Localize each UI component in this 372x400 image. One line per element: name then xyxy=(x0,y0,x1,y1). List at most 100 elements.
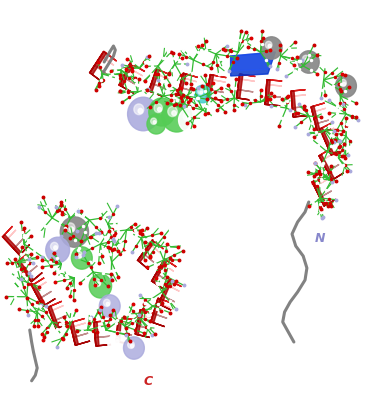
Polygon shape xyxy=(119,77,138,93)
Polygon shape xyxy=(70,322,78,345)
Polygon shape xyxy=(32,284,45,306)
Circle shape xyxy=(128,341,134,348)
Circle shape xyxy=(305,58,308,62)
Polygon shape xyxy=(206,74,226,100)
Polygon shape xyxy=(312,175,336,206)
Polygon shape xyxy=(116,318,121,342)
Polygon shape xyxy=(152,259,176,289)
Polygon shape xyxy=(311,103,326,112)
Circle shape xyxy=(336,75,356,97)
Circle shape xyxy=(198,115,205,122)
Polygon shape xyxy=(149,69,170,96)
Circle shape xyxy=(179,108,201,132)
Polygon shape xyxy=(119,63,133,87)
Circle shape xyxy=(195,85,211,103)
Polygon shape xyxy=(32,278,46,290)
Circle shape xyxy=(78,254,81,258)
Polygon shape xyxy=(101,51,116,65)
Circle shape xyxy=(194,111,215,133)
Circle shape xyxy=(66,223,75,233)
Polygon shape xyxy=(237,74,243,98)
Polygon shape xyxy=(94,322,99,346)
Polygon shape xyxy=(267,80,282,86)
Polygon shape xyxy=(3,226,29,255)
Text: C: C xyxy=(143,375,153,388)
Polygon shape xyxy=(149,83,166,96)
Circle shape xyxy=(138,108,143,114)
Circle shape xyxy=(162,100,192,132)
Polygon shape xyxy=(209,74,226,82)
Circle shape xyxy=(168,106,177,117)
Polygon shape xyxy=(178,87,194,99)
Polygon shape xyxy=(152,259,167,283)
Polygon shape xyxy=(320,123,343,155)
Polygon shape xyxy=(158,296,175,310)
Circle shape xyxy=(115,340,119,344)
Polygon shape xyxy=(151,298,161,323)
Polygon shape xyxy=(53,315,70,329)
Circle shape xyxy=(265,41,272,48)
Polygon shape xyxy=(319,154,334,180)
Polygon shape xyxy=(158,280,182,310)
Polygon shape xyxy=(178,73,198,99)
Polygon shape xyxy=(94,321,109,327)
Polygon shape xyxy=(135,310,143,335)
Circle shape xyxy=(340,79,346,86)
Circle shape xyxy=(60,217,89,247)
Polygon shape xyxy=(70,318,90,345)
Circle shape xyxy=(99,295,120,317)
Circle shape xyxy=(106,302,109,306)
Circle shape xyxy=(71,247,92,269)
Polygon shape xyxy=(70,318,86,327)
Polygon shape xyxy=(17,260,33,282)
Polygon shape xyxy=(48,306,59,329)
Circle shape xyxy=(172,111,176,116)
Circle shape xyxy=(128,97,159,131)
Polygon shape xyxy=(17,253,31,266)
Circle shape xyxy=(157,107,161,112)
Polygon shape xyxy=(327,140,343,155)
Circle shape xyxy=(151,118,157,124)
Circle shape xyxy=(108,332,130,356)
Circle shape xyxy=(76,251,82,258)
Polygon shape xyxy=(149,69,159,92)
Circle shape xyxy=(51,242,58,250)
Polygon shape xyxy=(3,234,22,255)
Polygon shape xyxy=(291,91,296,117)
Polygon shape xyxy=(311,103,331,133)
Polygon shape xyxy=(17,253,42,282)
Circle shape xyxy=(154,104,162,112)
Polygon shape xyxy=(118,318,133,324)
Polygon shape xyxy=(155,69,170,79)
Polygon shape xyxy=(116,334,132,343)
Circle shape xyxy=(183,113,190,120)
Polygon shape xyxy=(39,291,55,306)
Polygon shape xyxy=(265,96,281,106)
Polygon shape xyxy=(90,51,116,82)
Circle shape xyxy=(112,337,119,344)
Polygon shape xyxy=(3,226,16,240)
Circle shape xyxy=(131,344,134,348)
Circle shape xyxy=(153,121,156,124)
Polygon shape xyxy=(26,266,42,282)
Polygon shape xyxy=(167,280,182,291)
Polygon shape xyxy=(327,164,344,180)
Polygon shape xyxy=(158,280,171,305)
Polygon shape xyxy=(182,73,198,82)
Polygon shape xyxy=(231,52,275,76)
Polygon shape xyxy=(152,273,168,289)
Polygon shape xyxy=(291,90,308,117)
Polygon shape xyxy=(265,80,282,106)
Text: N: N xyxy=(314,232,325,245)
Circle shape xyxy=(89,274,112,298)
Polygon shape xyxy=(237,90,253,100)
Polygon shape xyxy=(139,310,155,318)
Polygon shape xyxy=(138,253,154,270)
Polygon shape xyxy=(73,333,90,345)
Circle shape xyxy=(54,246,57,250)
Circle shape xyxy=(149,98,175,126)
Polygon shape xyxy=(48,301,70,329)
Polygon shape xyxy=(48,301,64,312)
Polygon shape xyxy=(138,240,164,270)
Polygon shape xyxy=(320,123,334,134)
